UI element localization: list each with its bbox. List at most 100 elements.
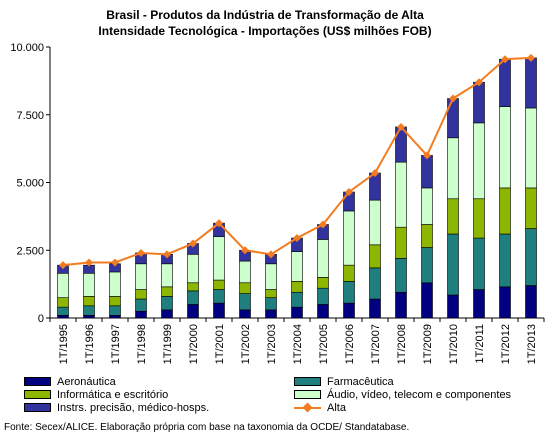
bar-segment bbox=[83, 272, 95, 297]
legend-label-farmaceutica: Farmacêutica bbox=[327, 376, 394, 388]
bar-segment bbox=[343, 281, 355, 304]
line-alta-marker bbox=[189, 239, 197, 248]
bar-segment bbox=[473, 237, 485, 290]
bar-segment bbox=[83, 314, 95, 319]
legend-swatch-instrumentos bbox=[24, 403, 51, 412]
x-tick-label: 1T/2009 bbox=[422, 324, 434, 364]
bar-segment bbox=[343, 210, 355, 266]
bar-segment bbox=[421, 155, 433, 189]
y-tick-label: 7.500 bbox=[16, 110, 44, 122]
line-alta-marker bbox=[371, 169, 379, 178]
bar-segment bbox=[447, 137, 459, 200]
bar-segment bbox=[369, 199, 381, 246]
bar-segment bbox=[213, 279, 225, 290]
bar-segment bbox=[135, 263, 147, 290]
bar-segment bbox=[239, 282, 251, 294]
bar-segment bbox=[447, 198, 459, 235]
bar-segment bbox=[499, 187, 511, 235]
bar-segment bbox=[187, 282, 199, 292]
legend-swatch-audio-video bbox=[294, 390, 321, 399]
legend-swatch-farmaceutica bbox=[294, 377, 321, 386]
x-tick-label: 1T/2010 bbox=[448, 324, 460, 364]
bar-segment bbox=[395, 161, 407, 228]
bar-segment bbox=[343, 264, 355, 282]
bar-segment bbox=[369, 298, 381, 319]
bar-segment bbox=[395, 226, 407, 259]
bar-segment bbox=[369, 267, 381, 300]
bar-segment bbox=[343, 302, 355, 319]
bar-segment bbox=[499, 233, 511, 288]
bar-segment bbox=[421, 187, 433, 225]
bar-segment bbox=[83, 296, 95, 307]
bar-segment bbox=[57, 306, 69, 316]
line-alta-marker bbox=[501, 55, 509, 64]
line-alta-marker bbox=[319, 220, 327, 229]
line-alta-marker bbox=[111, 258, 119, 267]
line-alta-marker bbox=[267, 250, 275, 259]
x-tick-label: 1T/2001 bbox=[214, 324, 226, 364]
bar-segment bbox=[213, 289, 225, 304]
legend-label-informatica: Informática e escritório bbox=[57, 389, 169, 401]
bar-segment bbox=[291, 291, 303, 308]
line-alta-marker bbox=[241, 246, 249, 255]
legend-label-instrumentos: Instrs. precisão, médico-hosps. bbox=[57, 402, 210, 414]
bar-segment bbox=[187, 290, 199, 305]
legend-swatch-aeronautica bbox=[24, 377, 51, 386]
x-tick-label: 1T/1999 bbox=[162, 324, 174, 364]
line-alta-marker bbox=[527, 53, 535, 62]
bar-segment bbox=[57, 272, 69, 298]
bar-segment bbox=[317, 304, 329, 319]
bar-segment bbox=[499, 106, 511, 189]
bar-segment bbox=[161, 263, 173, 288]
bar-segment bbox=[499, 286, 511, 319]
bar-segment bbox=[447, 294, 459, 319]
bar-segment bbox=[265, 263, 277, 290]
bar-segment bbox=[109, 314, 121, 319]
bar-segment bbox=[369, 244, 381, 269]
bar-segment bbox=[317, 287, 329, 305]
bar-segment bbox=[525, 187, 537, 229]
bar-segment bbox=[395, 258, 407, 293]
x-tick-label: 1T/1995 bbox=[58, 324, 70, 364]
bar-segment bbox=[473, 289, 485, 319]
line-alta-marker bbox=[215, 219, 223, 228]
bar-segment bbox=[57, 297, 69, 308]
x-tick-label: 1T/1998 bbox=[136, 324, 148, 364]
x-tick-label: 1T/2003 bbox=[266, 324, 278, 364]
bar-segment bbox=[239, 309, 251, 319]
bar-segment bbox=[135, 310, 147, 319]
x-tick-label: 1T/2013 bbox=[526, 324, 538, 364]
bar-segment bbox=[473, 81, 485, 124]
bar-segment bbox=[525, 107, 537, 189]
bar-segment bbox=[57, 314, 69, 319]
bar-segment bbox=[525, 228, 537, 286]
bar-segment bbox=[395, 291, 407, 319]
bar-segment bbox=[109, 296, 121, 307]
bar-segment bbox=[447, 233, 459, 296]
bar-segment bbox=[291, 251, 303, 282]
bar-segment bbox=[135, 298, 147, 312]
y-tick-label: 5.000 bbox=[16, 178, 44, 190]
bar-segment bbox=[83, 305, 95, 316]
bar-segment bbox=[525, 285, 537, 319]
chart-title: Brasil - Produtos da Indústria de Transf… bbox=[106, 8, 424, 22]
x-tick-label: 1T/2007 bbox=[370, 324, 382, 364]
bar-segment bbox=[499, 58, 511, 107]
x-tick-label: 1T/2004 bbox=[292, 324, 304, 364]
legend-swatch-informatica bbox=[24, 390, 51, 399]
bar-segment bbox=[135, 289, 147, 300]
x-tick-label: 1T/2011 bbox=[474, 324, 486, 364]
bar-segment bbox=[265, 309, 277, 319]
bar-segment bbox=[525, 57, 537, 109]
x-tick-label: 1T/2002 bbox=[240, 324, 252, 364]
legend-label-audio-video: Áudio, vídeo, telecom e componentes bbox=[327, 389, 512, 401]
chart-legend: Aeronáutica Farmacêutica Informática e e… bbox=[24, 376, 544, 418]
bar-segment bbox=[317, 277, 329, 289]
bar-segment bbox=[265, 297, 277, 311]
bar-segment bbox=[161, 286, 173, 297]
line-alta-marker bbox=[397, 122, 405, 131]
bar-segment bbox=[421, 282, 433, 319]
bar-segment bbox=[473, 122, 485, 200]
y-tick-label: 0 bbox=[38, 313, 44, 325]
